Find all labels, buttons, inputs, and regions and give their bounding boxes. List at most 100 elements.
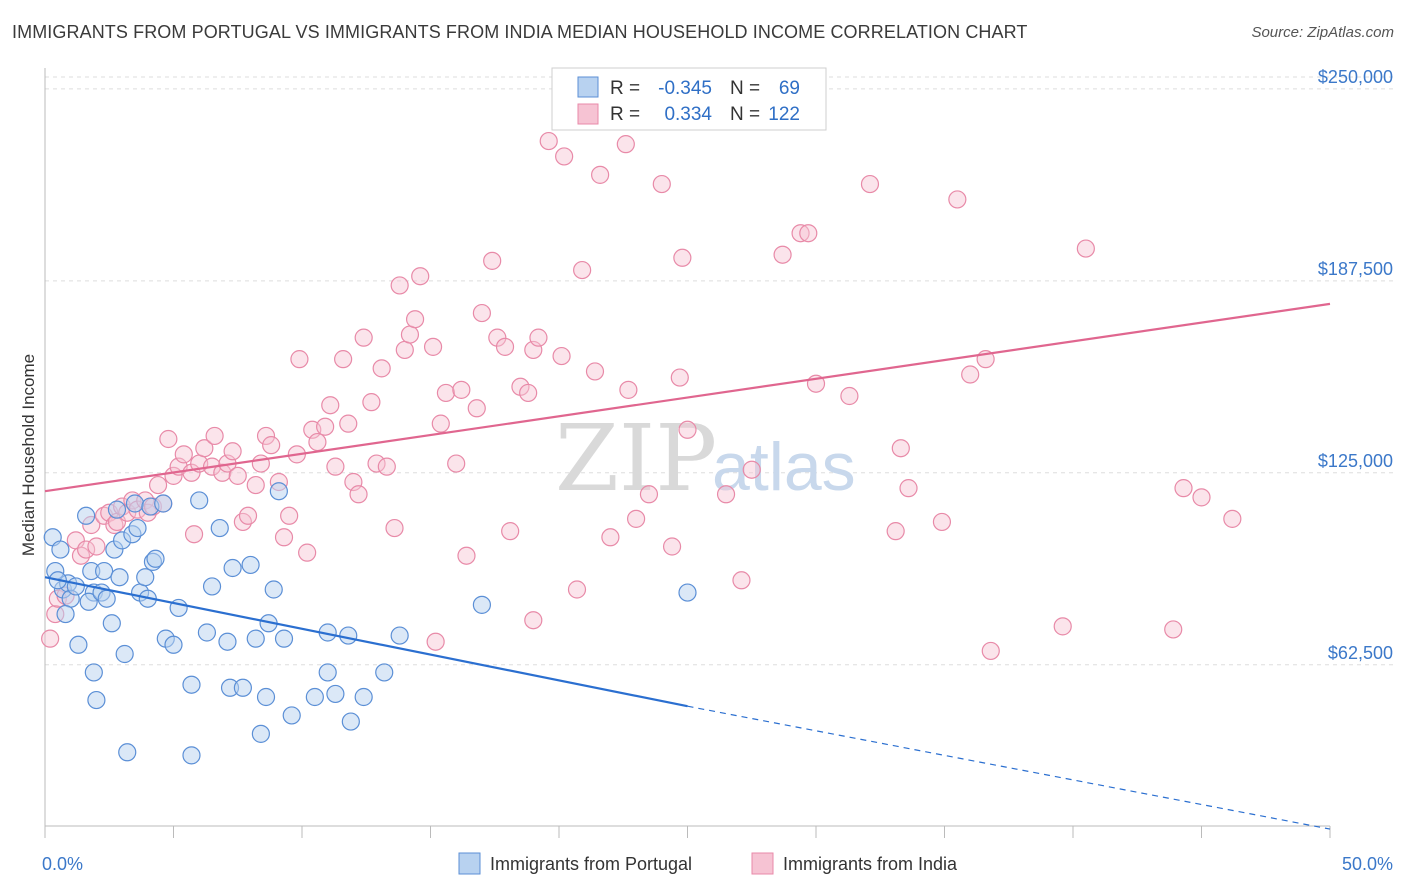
- india-point: [390, 276, 409, 295]
- india-point: [1174, 479, 1193, 498]
- india-point: [1076, 239, 1095, 258]
- legend-r-label-india: R =: [610, 104, 640, 125]
- chart-title: IMMIGRANTS FROM PORTUGAL VS IMMIGRANTS F…: [12, 22, 1028, 42]
- india-point: [395, 340, 414, 360]
- india-point: [886, 522, 905, 541]
- india-point: [205, 426, 224, 446]
- india-point: [1164, 620, 1183, 639]
- india-point: [251, 454, 270, 473]
- portugal-point: [136, 568, 155, 587]
- portugal-point: [164, 635, 183, 654]
- source-label: Source: ZipAtlas.com: [1251, 24, 1394, 41]
- legend-r-value-india: 0.334: [664, 104, 712, 125]
- portugal-point: [56, 604, 75, 624]
- india-point: [411, 267, 430, 286]
- portugal-point: [182, 675, 201, 694]
- india-point: [423, 337, 443, 356]
- india-point: [334, 350, 353, 369]
- x-tick-labels: 0.0% 50.0%: [42, 854, 1393, 874]
- india-point: [41, 629, 60, 648]
- legend-n-label-india: N =: [730, 104, 760, 125]
- bottom-legend-swatch-india: [751, 852, 774, 875]
- legend-n-value-india: 122: [768, 104, 800, 125]
- india-point: [77, 540, 96, 559]
- india-point: [148, 475, 168, 495]
- watermark-atlas: atlas: [712, 429, 856, 505]
- legend-n-label-portugal: N =: [730, 78, 760, 99]
- india-point: [981, 641, 1000, 661]
- india-point: [555, 147, 574, 166]
- india-point: [326, 457, 345, 476]
- portugal-point: [223, 558, 242, 578]
- india-point: [732, 571, 751, 590]
- portugal-point: [274, 629, 294, 648]
- india-point: [174, 445, 193, 464]
- portugal-point: [264, 580, 283, 599]
- india-point: [483, 251, 502, 270]
- india-point: [457, 546, 476, 565]
- portugal-point: [51, 540, 70, 559]
- india-point: [1053, 617, 1072, 636]
- india-point: [385, 518, 404, 538]
- india-point: [773, 245, 792, 264]
- india-point: [573, 260, 592, 280]
- india-point: [488, 328, 507, 347]
- portugal-point: [233, 678, 252, 697]
- india-point: [228, 466, 247, 485]
- india-point: [799, 224, 818, 243]
- portugal-point: [678, 583, 697, 602]
- india-point: [159, 429, 178, 449]
- portugal-point: [154, 494, 173, 513]
- portugal-point: [246, 629, 265, 648]
- india-point: [447, 454, 466, 473]
- bottom-legend: Immigrants from Portugal Immigrants from…: [458, 852, 958, 875]
- y-tick-label: $250,000: [1318, 67, 1393, 87]
- portugal-point: [97, 589, 116, 608]
- india-point: [372, 359, 391, 378]
- india-point: [246, 475, 265, 495]
- portugal-point: [197, 623, 217, 642]
- portugal-point: [318, 663, 337, 682]
- portugal-point: [79, 592, 98, 611]
- india-point: [639, 485, 659, 504]
- portugal-point: [84, 663, 103, 682]
- portugal-point: [390, 626, 409, 645]
- india-point: [616, 135, 635, 154]
- india-point: [223, 442, 242, 461]
- portugal-point: [218, 632, 237, 651]
- portugal-point: [256, 687, 276, 707]
- india-point: [840, 386, 859, 406]
- watermark: ZIP atlas: [555, 405, 856, 512]
- india-point: [899, 479, 918, 498]
- portugal-point: [354, 687, 373, 707]
- india-point: [426, 632, 445, 651]
- portugal-point: [125, 494, 145, 513]
- india-point: [652, 174, 671, 194]
- india-point: [452, 380, 471, 399]
- portugal-point: [146, 549, 165, 568]
- x-tick-label-min: 0.0%: [42, 854, 83, 874]
- portugal-point: [269, 482, 288, 501]
- portugal-point: [182, 746, 201, 765]
- series-india-points: [41, 131, 1242, 661]
- india-point: [256, 426, 276, 446]
- series-portugal-points: [43, 482, 697, 765]
- india-point: [567, 580, 587, 599]
- portugal-point: [341, 712, 360, 731]
- legend-swatch-india: [577, 103, 599, 125]
- legend-n-value-portugal: 69: [779, 78, 800, 99]
- watermark-zip: ZIP: [555, 405, 717, 512]
- y-tick-label: $62,500: [1328, 643, 1393, 663]
- india-point: [280, 506, 299, 525]
- portugal-point: [305, 687, 324, 707]
- bottom-legend-label-india: Immigrants from India: [783, 854, 958, 874]
- india-point: [298, 543, 317, 562]
- portugal-point: [69, 635, 88, 654]
- india-point: [524, 611, 543, 630]
- portugal-point: [251, 724, 270, 743]
- india-point: [961, 365, 980, 384]
- portugal-point: [472, 595, 491, 614]
- portugal-point: [241, 555, 260, 575]
- india-point: [662, 537, 682, 556]
- india-point: [539, 131, 558, 151]
